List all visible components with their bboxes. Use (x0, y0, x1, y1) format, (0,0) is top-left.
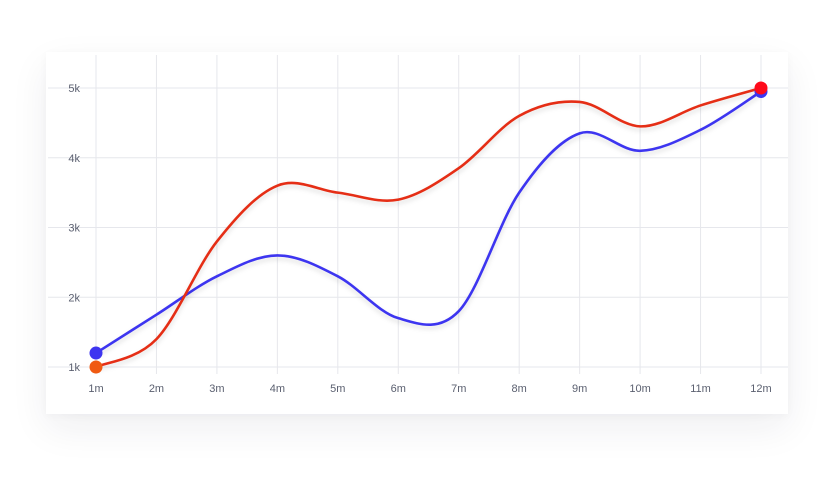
series-markers (89, 81, 768, 374)
grid (48, 55, 788, 374)
series-line (94, 86, 763, 369)
y-tick-label: 4k (68, 153, 80, 165)
x-tick-label: 8m (512, 383, 527, 395)
x-tick-label: 6m (391, 383, 406, 395)
series-lines (94, 86, 763, 369)
series-line (94, 90, 763, 355)
axis-ticks: 1m 2m 3m 4m 5m 6m 7m 8m 9m 10m 11m 12m 1k 2k 3k 4k 5k (68, 83, 771, 395)
series-start-marker[interactable] (89, 360, 103, 374)
x-tick-label: 9m (572, 383, 587, 395)
x-tick-label: 10m (629, 383, 650, 395)
y-tick-label: 3k (68, 223, 80, 235)
x-tick-label: 11m (690, 383, 711, 395)
x-tick-label: 3m (209, 383, 224, 395)
x-tick-label: 5m (330, 383, 345, 395)
series-end-marker[interactable] (754, 81, 768, 95)
series-start-marker[interactable] (89, 346, 103, 360)
y-tick-label: 2k (68, 292, 80, 304)
x-tick-label: 1m (88, 383, 103, 395)
x-tick-label: 7m (451, 383, 466, 395)
chart-card (46, 52, 788, 414)
x-tick-label: 2m (149, 383, 164, 395)
y-tick-label: 5k (68, 83, 80, 95)
y-tick-label: 1k (68, 362, 80, 374)
x-tick-label: 4m (270, 383, 285, 395)
x-tick-label: 12m (750, 383, 771, 395)
